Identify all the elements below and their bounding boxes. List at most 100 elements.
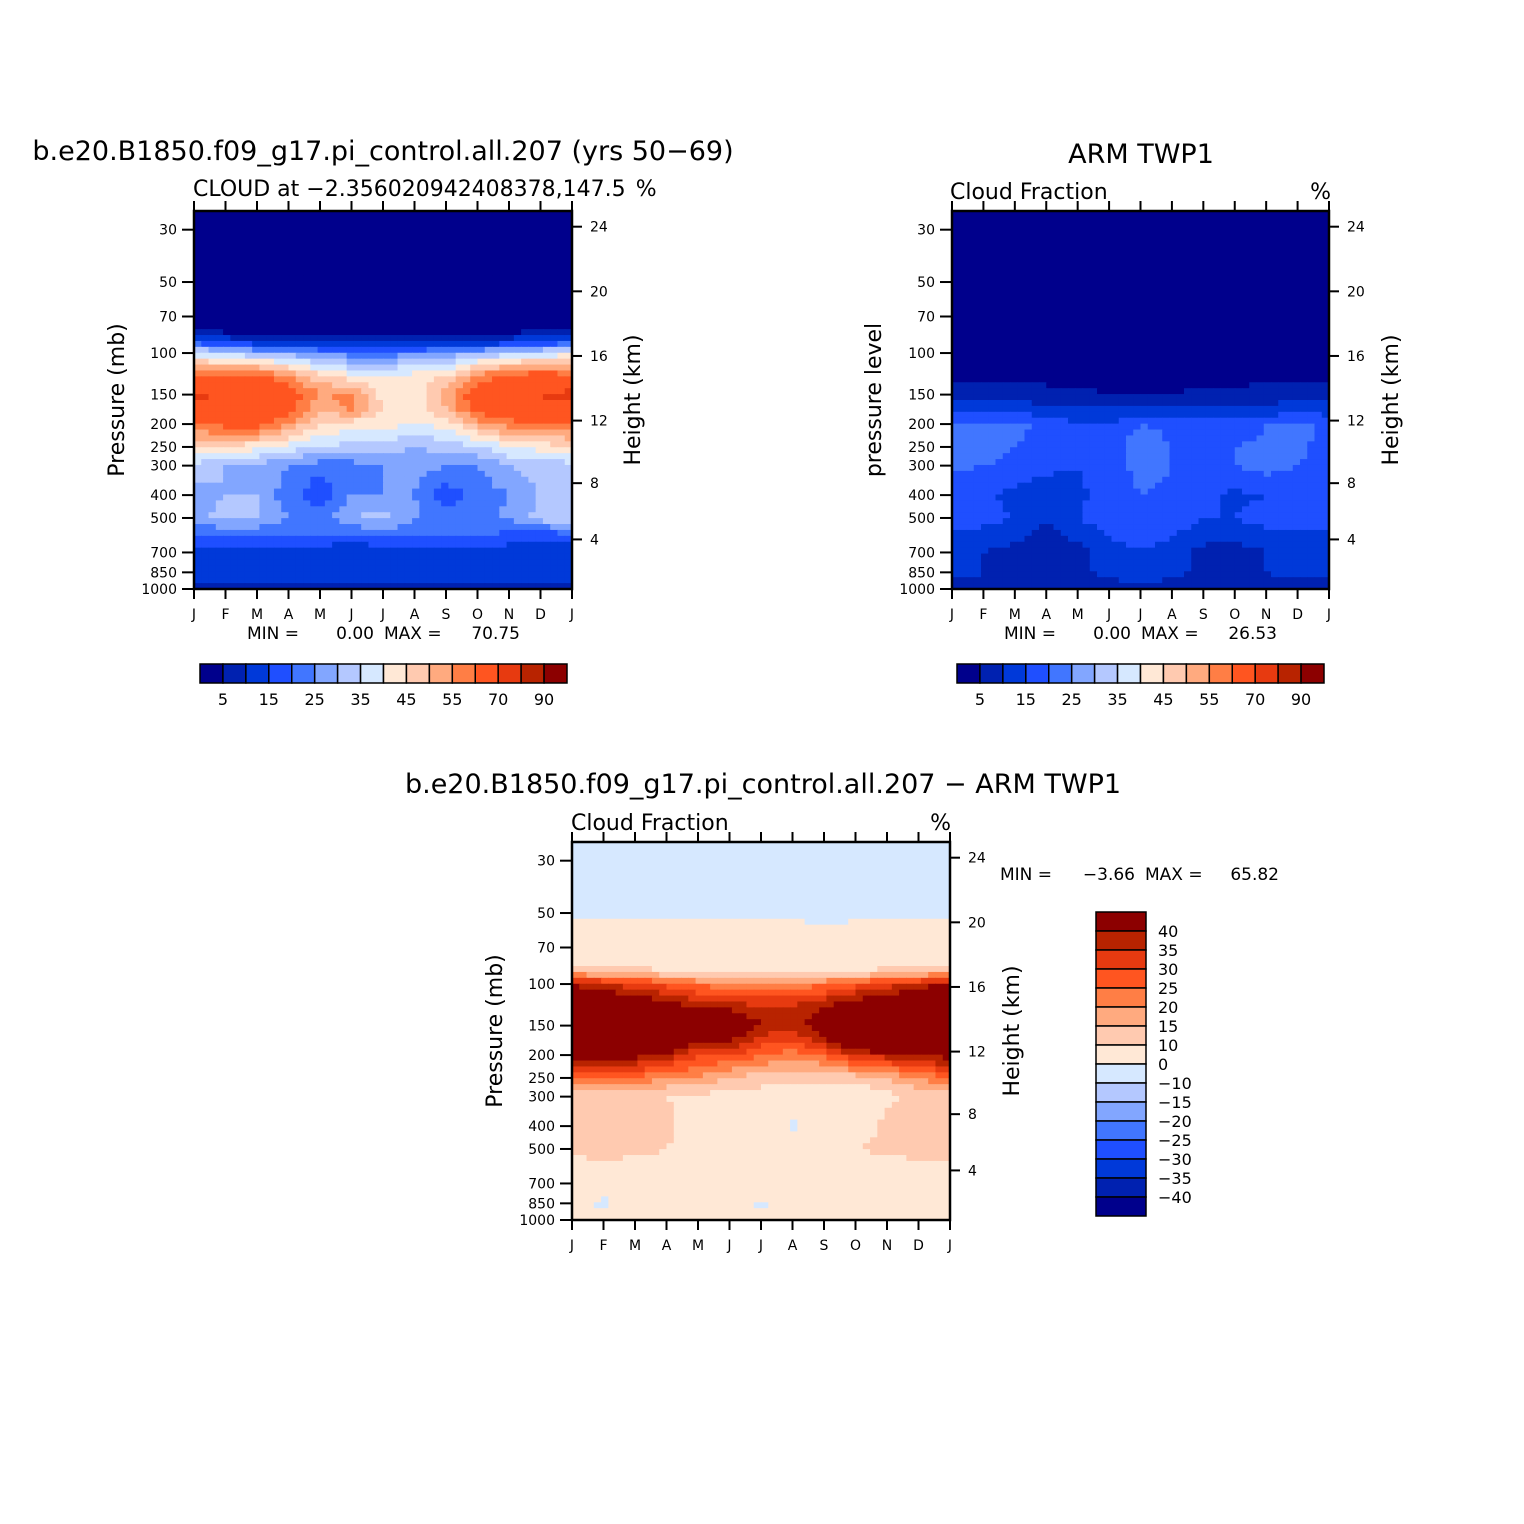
- contour-cell: [542, 305, 551, 313]
- contour-cell: [390, 529, 399, 537]
- contour-cell: [1271, 305, 1279, 313]
- contour-cell: [244, 453, 253, 460]
- contour-cell: [1169, 270, 1178, 277]
- contour-cell: [1017, 382, 1026, 389]
- contour-cell: [470, 494, 479, 502]
- contour-cell: [995, 358, 1004, 366]
- contour-cell: [419, 240, 428, 248]
- contour-cell: [1031, 311, 1040, 318]
- contour-cell: [1234, 370, 1243, 377]
- contour-cell: [303, 470, 311, 478]
- contour-cell: [361, 577, 370, 584]
- contour-cell: [361, 388, 370, 395]
- contour-cell: [506, 358, 515, 366]
- contour-cell: [237, 500, 246, 507]
- contour-cell: [1184, 352, 1192, 360]
- contour-cell: [1169, 317, 1178, 324]
- contour-cell: [1140, 240, 1149, 248]
- contour-cell: [390, 222, 399, 230]
- contour-cell: [244, 317, 253, 324]
- contour-cell: [1075, 317, 1084, 324]
- contour-cell: [1017, 305, 1026, 313]
- contour-cell: [470, 240, 479, 248]
- contour-cell: [397, 565, 406, 572]
- contour-cell: [513, 281, 522, 289]
- contour-cell: [244, 476, 253, 484]
- contour-cell: [273, 429, 282, 437]
- colorbar: 5 15 25 35 45 55 70 90: [199, 663, 568, 709]
- contour-cell: [513, 293, 522, 301]
- contour-cell: [1039, 364, 1047, 372]
- contour-cell: [281, 388, 290, 395]
- contour-cell: [1292, 234, 1301, 242]
- contour-cell: [1271, 364, 1279, 372]
- contour-cell: [295, 506, 304, 513]
- contour-cell: [513, 211, 522, 218]
- contour-cell: [397, 577, 406, 584]
- contour-cell: [230, 258, 239, 265]
- contour-cell: [281, 305, 290, 313]
- contour-cell: [310, 423, 319, 431]
- contour-cell: [426, 435, 435, 442]
- contour-cell: [484, 388, 493, 395]
- contour-cell: [1198, 275, 1207, 283]
- contour-cell: [564, 216, 573, 224]
- contour-cell: [557, 512, 566, 519]
- contour-cell: [455, 252, 464, 259]
- contour-cell: [397, 464, 406, 472]
- contour-cell: [412, 518, 420, 525]
- contour-cell: [412, 459, 420, 466]
- contour-cell: [535, 275, 544, 283]
- contour-cell: [470, 382, 479, 389]
- contour-cell: [995, 246, 1004, 253]
- contour-cell: [208, 281, 217, 289]
- contour-cell: [477, 234, 486, 242]
- contour-cell: [1205, 275, 1214, 283]
- contour-cell: [332, 364, 340, 372]
- contour-cell: [266, 524, 275, 531]
- contour-cell: [412, 388, 420, 395]
- contour-cell: [1082, 287, 1091, 295]
- contour-cell: [404, 287, 413, 295]
- contour-cell: [542, 228, 551, 236]
- contour-cell: [201, 447, 210, 454]
- contour-cell: [1118, 293, 1127, 301]
- contour-cell: [1321, 317, 1330, 324]
- contour-cell: [528, 405, 537, 413]
- contour-cell: [404, 535, 413, 543]
- contour-cell: [492, 429, 500, 437]
- contour-cell: [1126, 275, 1134, 283]
- contour-cell: [1133, 264, 1142, 271]
- contour-cell: [1198, 340, 1207, 348]
- contour-cell: [412, 429, 420, 437]
- contour-cell: [230, 323, 239, 330]
- contour-cell: [973, 240, 982, 248]
- contour-cell: [1198, 346, 1207, 354]
- contour-cell: [383, 382, 391, 389]
- contour-cell: [1053, 234, 1062, 242]
- contour-cell: [194, 281, 202, 289]
- contour-cell: [1321, 264, 1330, 271]
- panel-title: ARM TWP1: [1068, 139, 1214, 170]
- contour-cell: [433, 417, 442, 425]
- contour-cell: [404, 352, 413, 360]
- contour-cell: [564, 317, 573, 324]
- contour-cell: [230, 506, 239, 513]
- contour-cell: [201, 222, 210, 230]
- contour-cell: [281, 270, 290, 277]
- contour-cell: [1075, 234, 1084, 242]
- contour-cell: [506, 211, 515, 218]
- contour-cell: [419, 583, 428, 590]
- contour-cell: [1321, 305, 1330, 313]
- contour-cell: [419, 565, 428, 572]
- contour-cell: [1010, 323, 1018, 330]
- contour-cell: [1321, 240, 1330, 248]
- contour-cell: [1104, 228, 1113, 236]
- contour-cell: [1184, 281, 1192, 289]
- contour-cell: [201, 423, 210, 431]
- contour-cell: [215, 287, 224, 295]
- contour-cell: [1068, 211, 1076, 218]
- contour-cell: [281, 382, 290, 389]
- contour-cell: [390, 281, 399, 289]
- contour-cell: [237, 275, 246, 283]
